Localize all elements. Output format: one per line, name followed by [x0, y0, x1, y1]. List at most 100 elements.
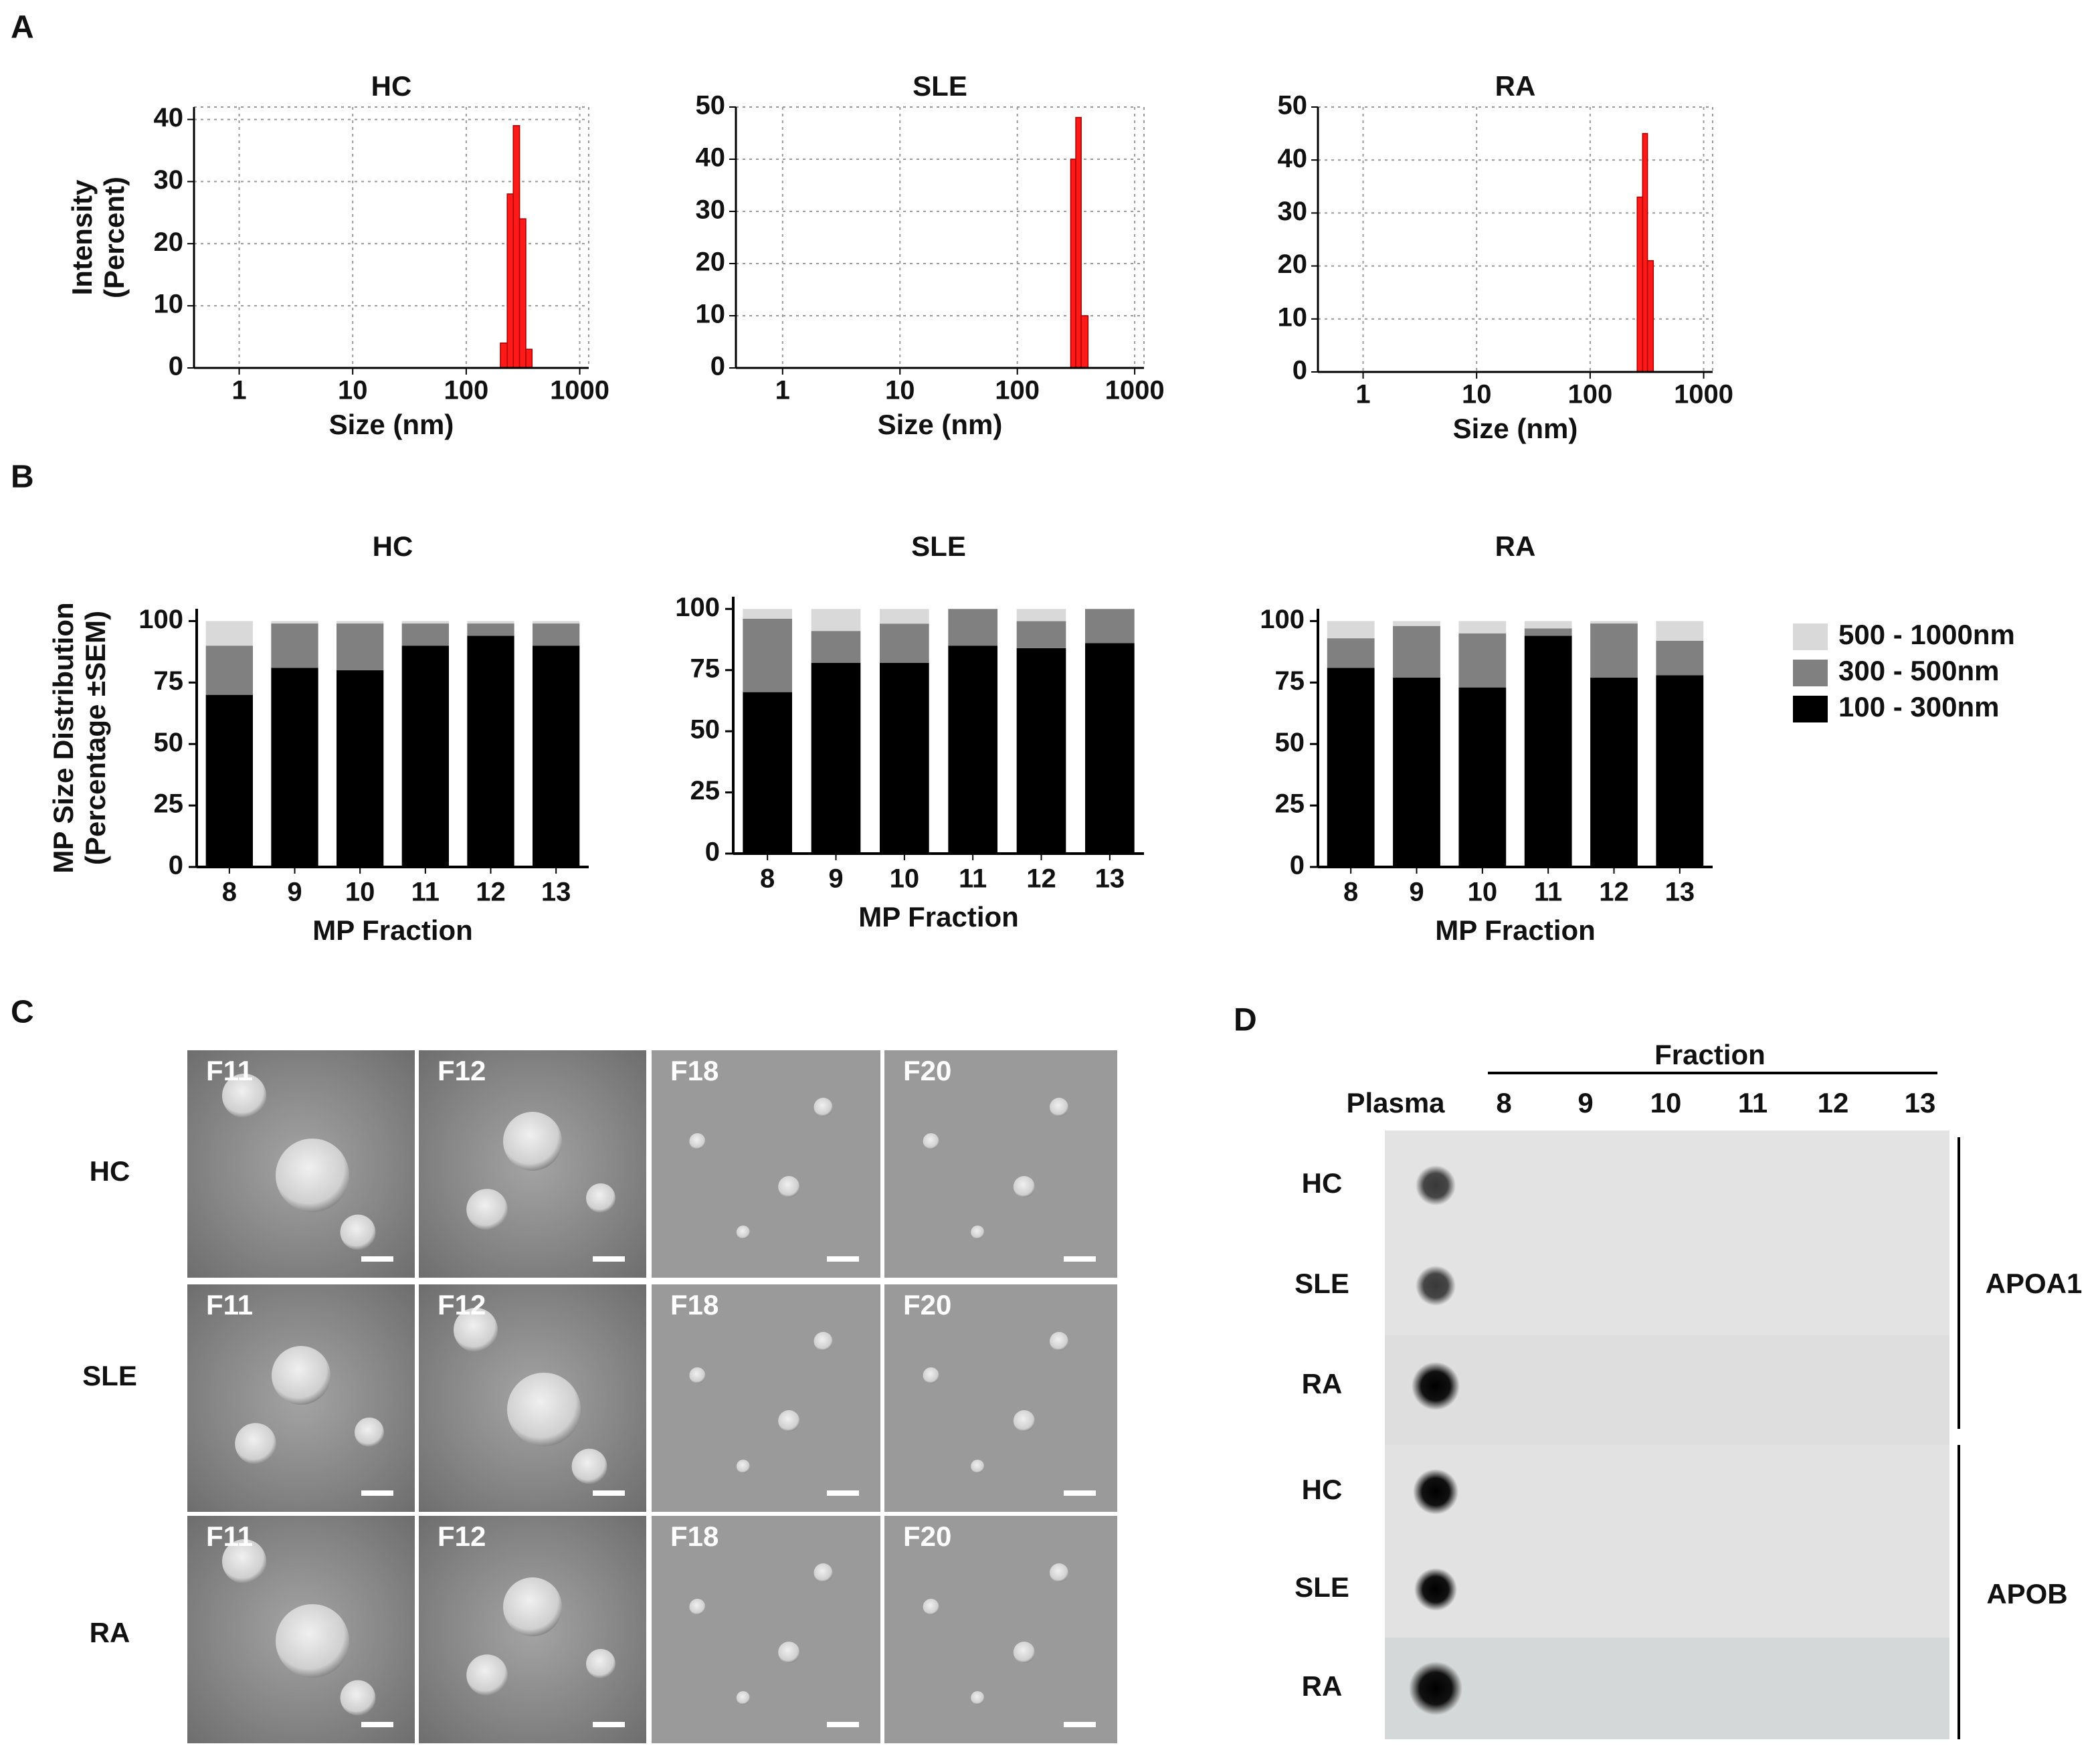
- bar-segment: [1524, 628, 1572, 636]
- y-tick-label: 0: [710, 352, 725, 381]
- column-label: 12: [1818, 1087, 1849, 1118]
- row-label: HC: [1302, 1474, 1343, 1505]
- x-tick-label: 1000: [1674, 380, 1733, 409]
- legend-label: 100 - 300nm: [1838, 691, 1999, 722]
- bar-segment: [271, 621, 318, 624]
- panel-label: C: [11, 995, 34, 1030]
- tile-label: F18: [670, 1521, 719, 1552]
- tile-label: F18: [670, 1055, 719, 1086]
- scale-bar: [827, 1490, 859, 1496]
- bar-segment: [1016, 621, 1066, 648]
- bar-segment: [948, 609, 998, 646]
- scale-bar: [1064, 1722, 1096, 1727]
- column-header: Fraction: [1654, 1039, 1765, 1070]
- bar-segment: [811, 609, 861, 631]
- tile-label: F12: [438, 1289, 486, 1321]
- histogram-bar: [1070, 159, 1076, 369]
- histogram-bar: [1636, 196, 1644, 373]
- x-axis-title: MP Fraction: [1435, 914, 1596, 946]
- bar-segment: [401, 621, 449, 624]
- bar-segment: [879, 623, 929, 663]
- bar-segment: [1656, 621, 1704, 641]
- bar-segment: [467, 623, 514, 636]
- y-tick-label: 0: [1290, 851, 1305, 880]
- x-tick-label: 13: [1665, 878, 1695, 907]
- vesicle: [736, 1226, 750, 1239]
- chart-title: RA: [1495, 70, 1536, 102]
- bar-segment: [1458, 687, 1507, 867]
- bar-segment: [1524, 621, 1572, 629]
- bar-segment: [1458, 621, 1507, 634]
- scale-bar: [593, 1256, 625, 1262]
- histogram-bar: [525, 349, 533, 369]
- y-tick-label: 30: [696, 195, 726, 225]
- bar-segment: [1327, 638, 1375, 668]
- bar-segment: [1084, 609, 1135, 644]
- blot-dot: [1416, 1266, 1456, 1306]
- vesicle: [814, 1332, 833, 1351]
- histogram-bar: [1080, 315, 1089, 369]
- legend-label: 300 - 500nm: [1838, 655, 1999, 686]
- x-tick-label: 8: [222, 878, 237, 907]
- histogram-bar: [518, 218, 527, 369]
- y-tick-label: 10: [154, 290, 184, 319]
- bar-segment: [1458, 633, 1507, 688]
- vesicle: [736, 1460, 750, 1473]
- vesicle: [1050, 1563, 1068, 1582]
- y-tick-label: 50: [154, 728, 184, 757]
- row-label: HC: [90, 1155, 130, 1187]
- y-axis-title: (Percentage ±SEM): [80, 611, 111, 865]
- plot-frame: [193, 106, 589, 369]
- scale-bar: [1064, 1490, 1096, 1496]
- histogram-bar: [1075, 116, 1082, 369]
- blot-dot: [1413, 1469, 1458, 1515]
- bar-segment: [271, 623, 318, 668]
- y-tick-label: 25: [1275, 789, 1305, 819]
- micrograph: [884, 1050, 1117, 1278]
- vesicle: [503, 1577, 562, 1636]
- blot-dot: [1412, 1362, 1460, 1410]
- scale-bar: [593, 1490, 625, 1496]
- y-tick-label: 0: [1293, 356, 1307, 385]
- y-tick-label: 30: [154, 165, 184, 195]
- vesicle: [923, 1133, 939, 1149]
- micrograph: [884, 1516, 1117, 1743]
- blot-dot: [1414, 1568, 1457, 1611]
- x-tick-label: 11: [1534, 878, 1562, 907]
- y-tick-label: 25: [690, 776, 721, 805]
- blot-dot: [1409, 1662, 1462, 1715]
- bar-segment: [811, 631, 861, 663]
- row-label: RA: [1302, 1670, 1343, 1702]
- vesicle: [778, 1642, 800, 1663]
- y-tick-label: 100: [675, 593, 720, 622]
- tile-label: F11: [206, 1055, 253, 1086]
- bar-segment: [743, 618, 793, 692]
- vesicle: [586, 1649, 615, 1678]
- bar-segment: [205, 621, 253, 646]
- legend-label: 500 - 1000nm: [1838, 619, 2015, 650]
- row-label: RA: [1302, 1368, 1343, 1399]
- vesicle: [689, 1599, 706, 1615]
- vesicle: [923, 1367, 939, 1383]
- bar-segment: [533, 646, 580, 867]
- x-tick-label: 10: [1468, 878, 1498, 907]
- y-tick-label: 40: [1278, 144, 1308, 173]
- x-tick-label: 1000: [1105, 376, 1165, 405]
- bar-segment: [1393, 625, 1440, 678]
- x-axis-title: Size (nm): [878, 409, 1003, 440]
- row-label: SLE: [1295, 1268, 1349, 1299]
- bar-segment: [879, 662, 929, 854]
- y-tick-label: 20: [696, 248, 726, 277]
- vesicle: [778, 1410, 800, 1432]
- x-axis-title: Size (nm): [1453, 413, 1578, 444]
- vesicle: [340, 1680, 376, 1716]
- membrane: [1385, 1235, 1949, 1335]
- tile-label: F20: [903, 1521, 951, 1552]
- vesicle: [1050, 1332, 1068, 1351]
- y-axis-title: MP Size Distribution: [47, 602, 79, 873]
- y-tick-label: 0: [169, 851, 183, 880]
- x-tick-label: 8: [1343, 878, 1358, 907]
- micrograph: [652, 1050, 880, 1278]
- panel-label: A: [11, 10, 34, 45]
- legend-swatch: [1793, 660, 1828, 686]
